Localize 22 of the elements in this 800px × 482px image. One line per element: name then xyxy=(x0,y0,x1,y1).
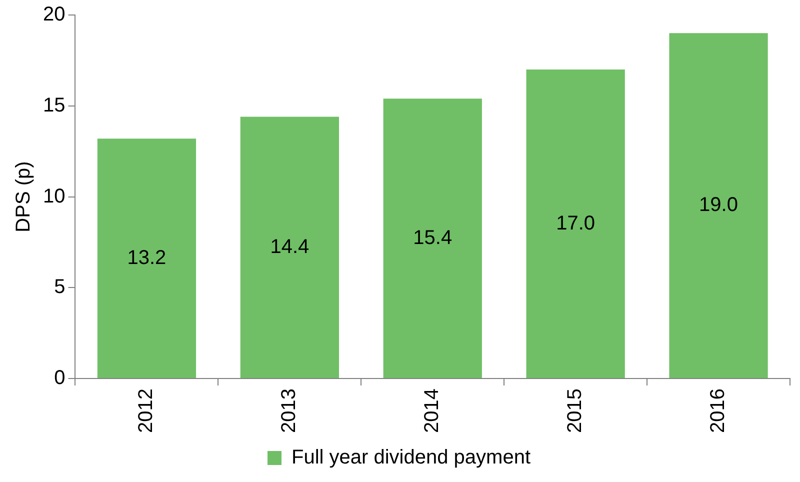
y-tick-label: 0 xyxy=(54,367,66,390)
y-tick-label: 20 xyxy=(42,4,66,26)
bar xyxy=(97,138,196,378)
data-label: 14.4 xyxy=(270,236,310,258)
y-tick-label: 5 xyxy=(54,276,66,298)
bar xyxy=(240,116,339,378)
bar xyxy=(669,33,768,378)
x-tick-label: 2014 xyxy=(421,388,444,434)
x-tick-label: 2013 xyxy=(278,388,300,434)
bar xyxy=(383,98,482,378)
data-label: 19.0 xyxy=(699,194,738,216)
legend-label: Full year dividend payment xyxy=(291,446,531,469)
data-label: 15.4 xyxy=(413,226,452,249)
x-tick-label: 2012 xyxy=(135,388,158,434)
data-label: 17.0 xyxy=(556,212,596,234)
y-tick-label: 10 xyxy=(42,185,66,208)
bar xyxy=(526,70,625,378)
data-label: 13.2 xyxy=(127,246,166,269)
y-axis-title: DPS (p) xyxy=(12,161,35,232)
x-tick-label: 2015 xyxy=(564,388,586,434)
x-tick-label: 2016 xyxy=(707,388,730,434)
y-tick-label: 15 xyxy=(42,94,66,116)
